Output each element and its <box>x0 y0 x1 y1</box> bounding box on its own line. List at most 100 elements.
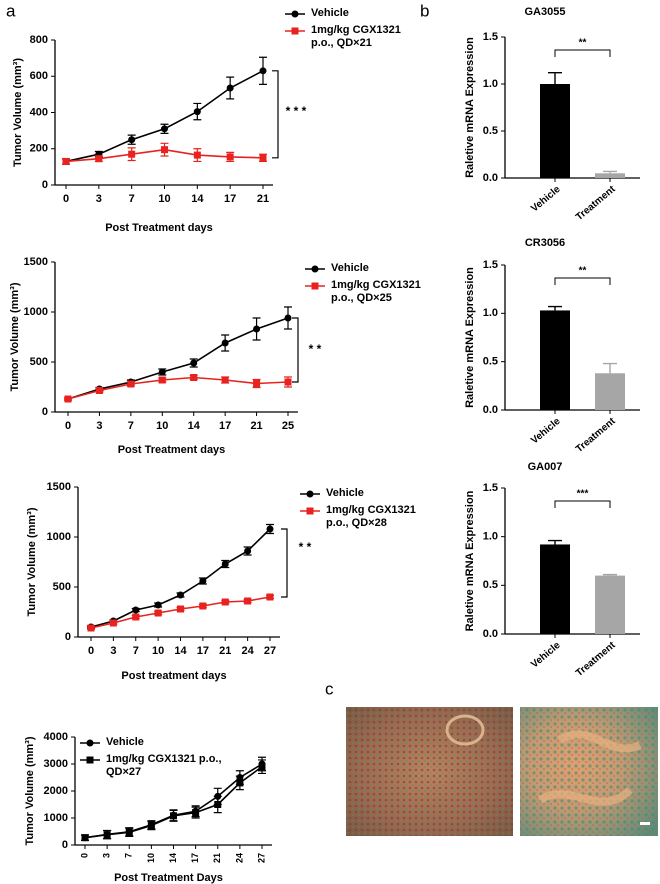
data-point <box>95 155 103 163</box>
y-tick-label: 3000 <box>44 758 68 770</box>
x-tick-label: 17 <box>219 420 231 432</box>
x-tick-label: 10 <box>158 193 170 205</box>
scale-bar <box>640 822 650 825</box>
x-tick-label: 14 <box>191 193 204 205</box>
data-point <box>244 597 252 605</box>
data-point <box>177 605 184 613</box>
legend-label: 1mg/kg CGX1321 p.o., QD×27 <box>106 753 222 778</box>
x-tick-label: 27 <box>256 853 266 863</box>
legend-label: Vehicle <box>311 7 349 19</box>
data-point <box>226 84 234 92</box>
y-axis-label: Tumor Volume (mm³) <box>9 282 21 391</box>
data-point <box>127 380 135 388</box>
significance-bracket <box>281 528 288 598</box>
y-tick-label: 600 <box>30 70 48 82</box>
x-tick-label: 21 <box>219 645 231 657</box>
x-tick-label: 14 <box>168 853 178 863</box>
legend-label: 1mg/kg CGX1321 p.o., QD×28 <box>326 504 416 529</box>
y-tick-label: 1000 <box>47 531 71 543</box>
tissue-structure <box>537 730 642 806</box>
bar <box>540 544 570 634</box>
y-tick-label: 0.5 <box>483 356 498 368</box>
chart-title: CR3056 <box>525 237 565 249</box>
x-tick-label: 7 <box>124 853 134 858</box>
legend-marker <box>291 10 299 18</box>
bar <box>540 310 570 410</box>
x-tick-label: 21 <box>212 853 222 863</box>
data-point <box>193 151 201 159</box>
data-point <box>81 834 89 842</box>
y-tick-label: 4000 <box>44 731 68 743</box>
significance-label: ** <box>579 38 587 49</box>
data-point <box>253 380 261 387</box>
panel-label: c <box>325 679 334 698</box>
data-point <box>62 157 70 165</box>
y-tick-label: 0.0 <box>483 172 498 184</box>
x-axis-label: Post treatment days <box>121 670 226 682</box>
error-bar <box>603 362 617 374</box>
legend-label: 1mg/kg CGX1321 p.o., QD×25 <box>331 279 421 304</box>
x-tick-label: 7 <box>129 193 135 205</box>
legend-marker <box>311 282 319 290</box>
x-tick-label: 17 <box>224 193 236 205</box>
x-tick-label: 10 <box>152 645 164 657</box>
bar <box>595 575 625 634</box>
data-point <box>128 136 136 144</box>
y-tick-label: 400 <box>30 106 48 118</box>
significance-bracket <box>292 317 299 383</box>
y-tick-label: 0.5 <box>483 579 498 591</box>
data-point <box>161 146 168 154</box>
data-point <box>158 376 166 384</box>
legend-marker <box>306 490 314 498</box>
data-point <box>214 801 222 808</box>
legend-label: Vehicle <box>106 736 144 748</box>
data-point <box>132 613 140 621</box>
x-tick-label: 17 <box>197 645 209 657</box>
significance-label: *** <box>577 489 589 500</box>
y-tick-label: 1.0 <box>483 78 498 90</box>
legend-marker <box>86 756 94 764</box>
significance-bracket <box>554 277 611 285</box>
data-point <box>154 609 162 617</box>
x-tick-label: 10 <box>156 420 168 432</box>
x-tick-label: 3 <box>102 853 112 858</box>
data-point <box>221 598 229 606</box>
y-tick-label: 0.5 <box>483 125 498 137</box>
x-tick-label: Vehicle <box>529 184 563 215</box>
y-tick-label: 200 <box>30 143 48 155</box>
series-line <box>67 376 289 400</box>
legend-label: Vehicle <box>331 262 369 274</box>
bar <box>595 173 625 178</box>
y-tick-label: 800 <box>30 34 48 46</box>
y-tick-label: 1500 <box>24 256 48 268</box>
legend-marker <box>311 265 319 273</box>
significance-bracket <box>272 70 279 159</box>
bar <box>540 84 570 178</box>
x-tick-label: 25 <box>282 420 294 432</box>
y-tick-label: 1000 <box>44 812 68 824</box>
data-point <box>236 779 244 787</box>
x-tick-label: 0 <box>79 853 89 858</box>
data-point <box>132 606 140 614</box>
y-tick-label: 0.0 <box>483 404 498 416</box>
data-point <box>147 822 155 830</box>
error-bar <box>548 305 562 311</box>
y-tick-label: 1.0 <box>483 307 498 319</box>
y-tick-label: 500 <box>30 356 48 368</box>
error-bar <box>548 539 562 545</box>
y-tick-label: 1.0 <box>483 531 498 543</box>
x-tick-label: 0 <box>65 420 71 432</box>
x-tick-label: 0 <box>63 193 69 205</box>
data-point <box>258 763 266 771</box>
data-point <box>199 602 207 610</box>
data-point <box>64 395 72 403</box>
y-tick-label: 1.5 <box>483 31 498 43</box>
y-axis-label: Tumor Volume (mm³) <box>12 58 24 167</box>
x-axis-label: Post Treatment days <box>105 222 213 234</box>
y-tick-label: 0.0 <box>483 628 498 640</box>
x-tick-label: 14 <box>188 420 201 432</box>
y-axis-label: Raletive mRNA Expression <box>464 37 476 178</box>
y-tick-label: 500 <box>53 581 71 593</box>
